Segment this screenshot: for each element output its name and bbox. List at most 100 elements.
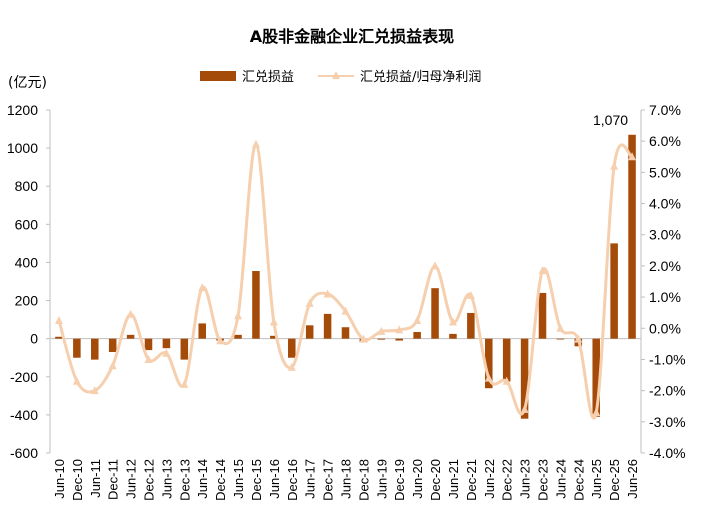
bar: [610, 243, 618, 339]
bar: [449, 333, 457, 339]
ratio-point: [377, 326, 386, 335]
ratio-point: [431, 261, 440, 270]
right-tick-label: 2.0%: [649, 258, 681, 274]
left-axis-unit: (亿元): [8, 75, 47, 91]
legend-line-swatch: [318, 70, 354, 81]
ratio-point: [341, 306, 350, 315]
x-tick-label: Jun-14: [195, 459, 210, 499]
bar: [73, 338, 81, 358]
bar: [502, 338, 511, 382]
ratio-point: [466, 291, 475, 300]
ratio-point: [502, 376, 511, 385]
ratio-point: [592, 407, 601, 416]
x-tick-label: Jun-19: [374, 459, 389, 499]
x-tick-label: Dec-11: [106, 459, 121, 500]
left-tick-label: -400: [10, 407, 38, 423]
ratio-point: [323, 289, 332, 298]
bar: [91, 338, 99, 360]
ratio-point: [305, 298, 314, 307]
x-tick-label: Dec-21: [464, 459, 479, 501]
x-tick-label: Jun-18: [339, 459, 354, 499]
x-tick-label: Jun-17: [303, 459, 318, 499]
right-tick-label: 7.0%: [649, 102, 681, 118]
x-tick-label: Jun-12: [124, 459, 139, 499]
bar: [467, 312, 475, 339]
x-tick-label: Jun-20: [410, 459, 425, 499]
bar: [538, 292, 547, 339]
right-tick-label: -3.0%: [649, 414, 686, 430]
ratio-point: [269, 317, 278, 326]
x-tick-label: Jun-16: [267, 459, 282, 499]
ratio-point: [448, 317, 457, 326]
bar: [126, 334, 135, 339]
x-tick-label: Dec-25: [607, 459, 622, 501]
bar: [628, 134, 636, 339]
bar: [377, 338, 386, 340]
ratio-point: [484, 373, 493, 382]
ratio-point: [162, 348, 171, 357]
ratio-point: [144, 354, 153, 363]
legend-label-line: 汇兑损益/归母净利润: [360, 70, 482, 85]
left-tick-label: -200: [10, 369, 38, 385]
x-tick-label: Dec-19: [392, 459, 407, 501]
bar: [592, 338, 600, 417]
ratio-line: [57, 142, 634, 420]
x-tick-label: Jun-25: [589, 459, 604, 499]
x-tick-label: Dec-16: [285, 459, 300, 501]
x-tick-label: Jun-22: [482, 459, 497, 499]
right-tick-label: 6.0%: [649, 133, 681, 149]
legend-item-bar: 汇兑损益: [200, 66, 294, 85]
right-tick-label: 4.0%: [649, 196, 681, 212]
x-tick-label: Dec-20: [428, 459, 443, 501]
ratio-point: [538, 266, 547, 275]
x-tick-label: Jun-24: [553, 459, 568, 499]
x-tick-label: Jun-13: [159, 459, 174, 499]
left-tick-label: -600: [10, 445, 38, 461]
ratio-point: [126, 309, 135, 318]
ratio-point: [520, 404, 529, 413]
ratio-point: [413, 315, 422, 324]
right-tick-label: 1.0%: [649, 289, 681, 305]
bar: [413, 331, 421, 339]
bar: [395, 338, 403, 341]
x-tick-label: Jun-21: [446, 459, 461, 499]
ratio-point: [54, 315, 63, 324]
x-tick-label: Dec-10: [70, 459, 85, 501]
legend: 汇兑损益 汇兑损益/归母净利润: [0, 66, 704, 86]
ratio-point: [234, 311, 243, 320]
right-tick-label: 5.0%: [649, 164, 681, 180]
bar: [144, 338, 153, 351]
bar: [556, 338, 565, 340]
ratio-point: [90, 386, 99, 395]
right-tick-label: -2.0%: [649, 383, 686, 399]
data-label: 1,070: [593, 112, 628, 128]
ratio-point: [556, 323, 565, 332]
left-tick-label: 1000: [7, 140, 38, 156]
bar: [270, 335, 278, 339]
ratio-point: [72, 376, 81, 385]
left-tick-label: 400: [15, 254, 39, 270]
right-tick-label: -1.0%: [649, 351, 686, 367]
x-tick-label: Jun-26: [625, 459, 640, 499]
x-tick-label: Dec-24: [571, 459, 586, 501]
ratio-point: [628, 152, 637, 161]
bar: [55, 336, 63, 339]
x-tick-label: Dec-18: [356, 459, 371, 501]
x-tick-label: Jun-10: [52, 459, 67, 499]
bar: [180, 338, 189, 360]
ratio-point: [108, 361, 117, 370]
left-tick-label: 200: [15, 293, 39, 309]
x-tick-label: Dec-22: [500, 459, 515, 501]
bar: [305, 325, 314, 339]
bar: [323, 313, 332, 339]
bar: [341, 327, 350, 339]
x-tick-label: Jun-23: [518, 459, 533, 499]
x-tick-label: Dec-15: [249, 459, 264, 501]
left-tick-label: 0: [30, 331, 38, 347]
ratio-point: [574, 334, 583, 343]
ratio-point: [251, 139, 260, 148]
left-tick-label: 1200: [7, 102, 38, 118]
bar: [234, 334, 242, 339]
x-tick-label: Dec-17: [321, 459, 336, 501]
